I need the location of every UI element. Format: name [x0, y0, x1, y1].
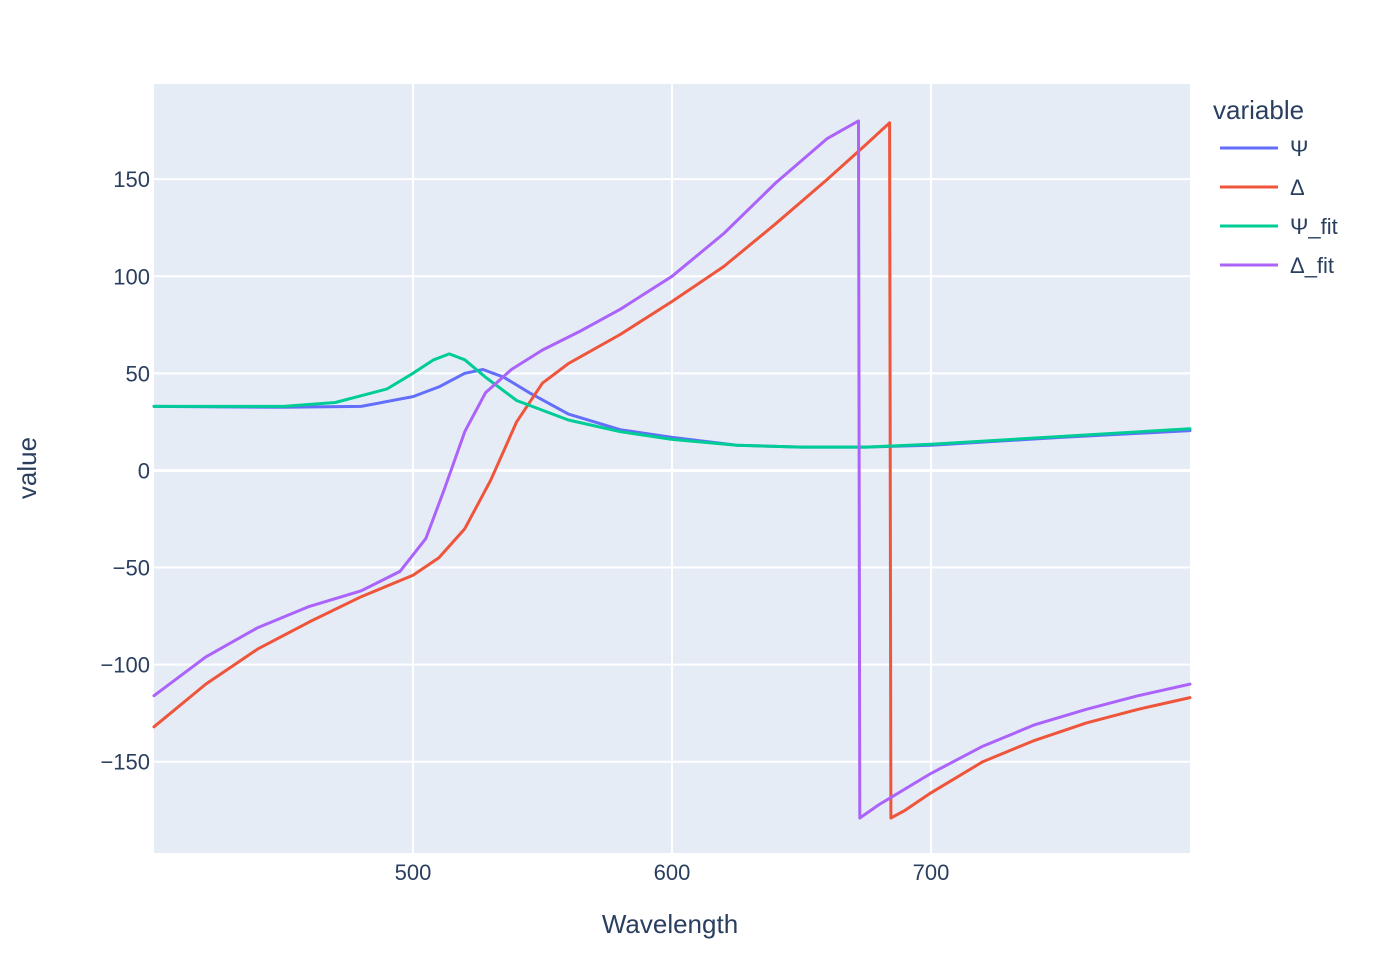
y-tick-label: 50: [126, 361, 150, 386]
y-tick-labels: −150 −100 −50 0 50 100 150: [100, 167, 150, 775]
y-axis-title: value: [12, 437, 42, 499]
y-tick-label: 0: [138, 458, 150, 483]
legend-title: variable: [1213, 95, 1304, 125]
x-tick-label: 700: [913, 860, 950, 885]
legend-label: Δ_fit: [1290, 253, 1334, 278]
legend-label: Ψ: [1290, 136, 1308, 161]
x-axis-title: Wavelength: [602, 909, 738, 939]
series-line-2: [152, 121, 1192, 820]
x-tick-labels: 500 600 700: [395, 860, 950, 885]
legend-item: Ψ: [1220, 136, 1308, 161]
legend-label: Δ: [1290, 175, 1305, 200]
y-tick-label: −100: [100, 653, 150, 678]
y-tick-label: −50: [113, 556, 150, 581]
legend-item: Δ: [1220, 175, 1305, 200]
legend-item: Δ_fit: [1220, 253, 1334, 278]
legend-label: Ψ_fit: [1290, 214, 1338, 239]
series-line-4: [152, 119, 1192, 820]
y-tick-label: 100: [113, 264, 150, 289]
series-line-3: [152, 352, 1192, 449]
x-tick-label: 600: [654, 860, 691, 885]
y-tick-label: −150: [100, 750, 150, 775]
legend: variable ΨΔ Ψ_fit Δ_fit: [1213, 95, 1338, 278]
grid-lines: [154, 84, 1190, 853]
y-tick-label: 150: [113, 167, 150, 192]
legend-items: ΨΔ Ψ_fit Δ_fit: [1220, 136, 1338, 278]
legend-item: Ψ_fit: [1220, 214, 1338, 239]
series-lines: [152, 119, 1192, 820]
x-tick-label: 500: [395, 860, 432, 885]
